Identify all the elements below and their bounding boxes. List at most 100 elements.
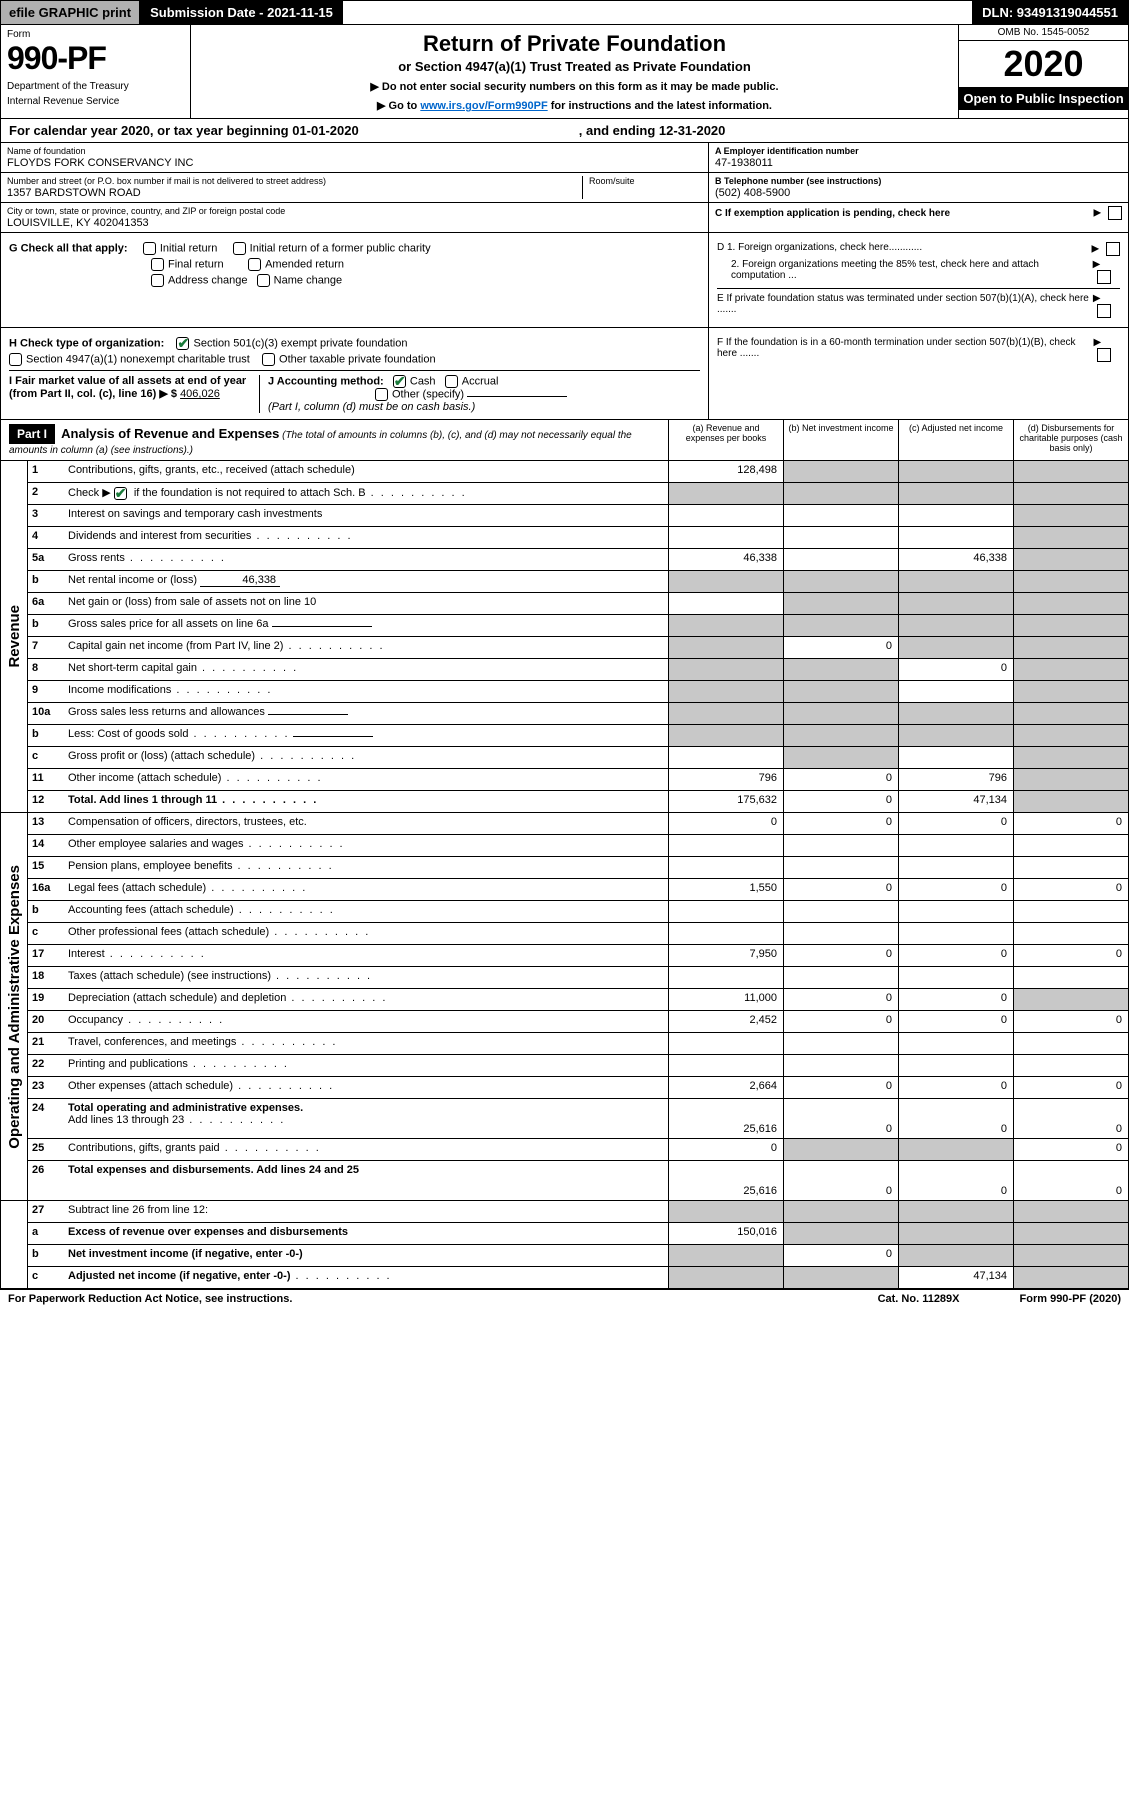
amended-return-checkbox[interactable] [248, 258, 261, 271]
line-5b-desc: Net rental income or (loss) 46,338 [64, 571, 668, 592]
line-10c-num: c [28, 747, 64, 768]
revenue-side-label: Revenue [6, 605, 23, 668]
line-12-b: 0 [783, 791, 898, 812]
line-2-num: 2 [28, 483, 64, 504]
submission-date: Submission Date - 2021-11-15 [140, 1, 343, 24]
initial-former-label: Initial return of a former public charit… [250, 242, 431, 254]
line-10c-desc: Gross profit or (loss) (attach schedule) [64, 747, 668, 768]
entity-info: Name of foundation FLOYDS FORK CONSERVAN… [0, 143, 1129, 233]
line-12-a: 175,632 [668, 791, 783, 812]
form-number: 990-PF [7, 40, 184, 77]
expenses-section: Operating and Administrative Expenses 13… [0, 813, 1129, 1201]
section-h-i-j: H Check type of organization: Section 50… [0, 328, 1129, 420]
form-id-block: Form 990-PF Department of the Treasury I… [1, 25, 191, 118]
line-7-num: 7 [28, 637, 64, 658]
line-8-desc: Net short-term capital gain [64, 659, 668, 680]
other-taxable-label: Other taxable private foundation [279, 353, 436, 365]
line-8-num: 8 [28, 659, 64, 680]
d2-checkbox[interactable] [1097, 270, 1111, 284]
line-26-desc: Total expenses and disbursements. Add li… [64, 1161, 668, 1200]
address: 1357 BARDSTOWN ROAD [7, 187, 582, 199]
cal-year-end: , and ending 12-31-2020 [579, 123, 726, 138]
e-checkbox[interactable] [1097, 304, 1111, 318]
other-method-checkbox[interactable] [375, 388, 388, 401]
line-14-desc: Other employee salaries and wages [64, 835, 668, 856]
line-7-desc: Capital gain net income (from Part IV, l… [64, 637, 668, 658]
initial-return-checkbox[interactable] [143, 242, 156, 255]
line-27b-desc: Net investment income (if negative, ente… [64, 1245, 668, 1266]
line-3-num: 3 [28, 505, 64, 526]
line-11-c: 796 [898, 769, 1013, 790]
address-label: Number and street (or P.O. box number if… [7, 176, 582, 186]
part1-header-row: Part I Analysis of Revenue and Expenses … [0, 420, 1129, 461]
exemption-checkbox[interactable] [1108, 206, 1122, 220]
line-6b-num: b [28, 615, 64, 636]
line-6b-desc: Gross sales price for all assets on line… [64, 615, 668, 636]
line-11-b: 0 [783, 769, 898, 790]
line-18-desc: Taxes (attach schedule) (see instruction… [64, 967, 668, 988]
f-label: F If the foundation is in a 60-month ter… [717, 337, 1093, 362]
line-25-desc: Contributions, gifts, grants paid [64, 1139, 668, 1160]
line-22-desc: Printing and publications [64, 1055, 668, 1076]
line-21-desc: Travel, conferences, and meetings [64, 1033, 668, 1054]
accrual-checkbox[interactable] [445, 375, 458, 388]
line-27a-desc: Excess of revenue over expenses and disb… [64, 1223, 668, 1244]
4947-checkbox[interactable] [9, 353, 22, 366]
form-header: Form 990-PF Department of the Treasury I… [0, 25, 1129, 119]
efile-print-button[interactable]: efile GRAPHIC print [1, 1, 140, 24]
city-label: City or town, state or province, country… [7, 206, 702, 216]
line-1-num: 1 [28, 461, 64, 482]
amended-return-label: Amended return [265, 258, 344, 270]
note2-pre: ▶ Go to [377, 100, 420, 112]
fmv-value: 406,026 [180, 388, 220, 400]
line-6a-num: 6a [28, 593, 64, 614]
line-12-desc: Total. Add lines 1 through 11 [64, 791, 668, 812]
part1-title: Analysis of Revenue and Expenses [61, 426, 279, 441]
h-label: H Check type of organization: [9, 337, 164, 349]
other-taxable-checkbox[interactable] [262, 353, 275, 366]
address-change-checkbox[interactable] [151, 274, 164, 287]
line-10b-num: b [28, 725, 64, 746]
note2-post: for instructions and the latest informat… [548, 100, 772, 112]
exemption-pending-label: C If exemption application is pending, c… [715, 208, 950, 219]
col-a-header: (a) Revenue and expenses per books [668, 420, 783, 460]
initial-former-checkbox[interactable] [233, 242, 246, 255]
final-return-checkbox[interactable] [151, 258, 164, 271]
line-12-c: 47,134 [898, 791, 1013, 812]
top-bar: efile GRAPHIC print Submission Date - 20… [0, 0, 1129, 25]
cash-label: Cash [410, 375, 436, 387]
irs-link[interactable]: www.irs.gov/Form990PF [420, 100, 547, 112]
line-16a-desc: Legal fees (attach schedule) [64, 879, 668, 900]
form-title-block: Return of Private Foundation or Section … [191, 25, 958, 118]
form-subtitle: or Section 4947(a)(1) Trust Treated as P… [197, 59, 952, 74]
line-15-desc: Pension plans, employee benefits [64, 857, 668, 878]
accrual-label: Accrual [462, 375, 499, 387]
f-checkbox[interactable] [1097, 348, 1111, 362]
instructions-link-row: ▶ Go to www.irs.gov/Form990PF for instru… [197, 99, 952, 112]
line-10a-desc: Gross sales less returns and allowances [64, 703, 668, 724]
line-6a-desc: Net gain or (loss) from sale of assets n… [64, 593, 668, 614]
cash-checkbox[interactable] [393, 375, 406, 388]
telephone-value: (502) 408-5900 [715, 187, 1122, 199]
d1-checkbox[interactable] [1106, 242, 1120, 256]
d2-label: 2. Foreign organizations meeting the 85%… [731, 259, 1093, 284]
sch-b-checkbox[interactable] [114, 487, 127, 500]
line-5a-desc: Gross rents [64, 549, 668, 570]
open-to-public: Open to Public Inspection [959, 87, 1128, 110]
j-note: (Part I, column (d) must be on cash basi… [268, 401, 475, 413]
col-d-header: (d) Disbursements for charitable purpose… [1013, 420, 1128, 460]
expenses-side-label: Operating and Administrative Expenses [6, 865, 23, 1149]
name-change-checkbox[interactable] [257, 274, 270, 287]
line-13-desc: Compensation of officers, directors, tru… [64, 813, 668, 834]
line-8-c: 0 [898, 659, 1013, 680]
form-title: Return of Private Foundation [197, 31, 952, 57]
501c3-checkbox[interactable] [176, 337, 189, 350]
line-24-desc: Total operating and administrative expen… [64, 1099, 668, 1138]
d1-label: D 1. Foreign organizations, check here..… [717, 242, 922, 256]
foundation-name-label: Name of foundation [7, 146, 702, 156]
line-4-desc: Dividends and interest from securities [64, 527, 668, 548]
ein-value: 47-1938011 [715, 157, 1122, 169]
line-27c-desc: Adjusted net income (if negative, enter … [64, 1267, 668, 1288]
line-9-desc: Income modifications [64, 681, 668, 702]
g-label: G Check all that apply: [9, 242, 128, 254]
